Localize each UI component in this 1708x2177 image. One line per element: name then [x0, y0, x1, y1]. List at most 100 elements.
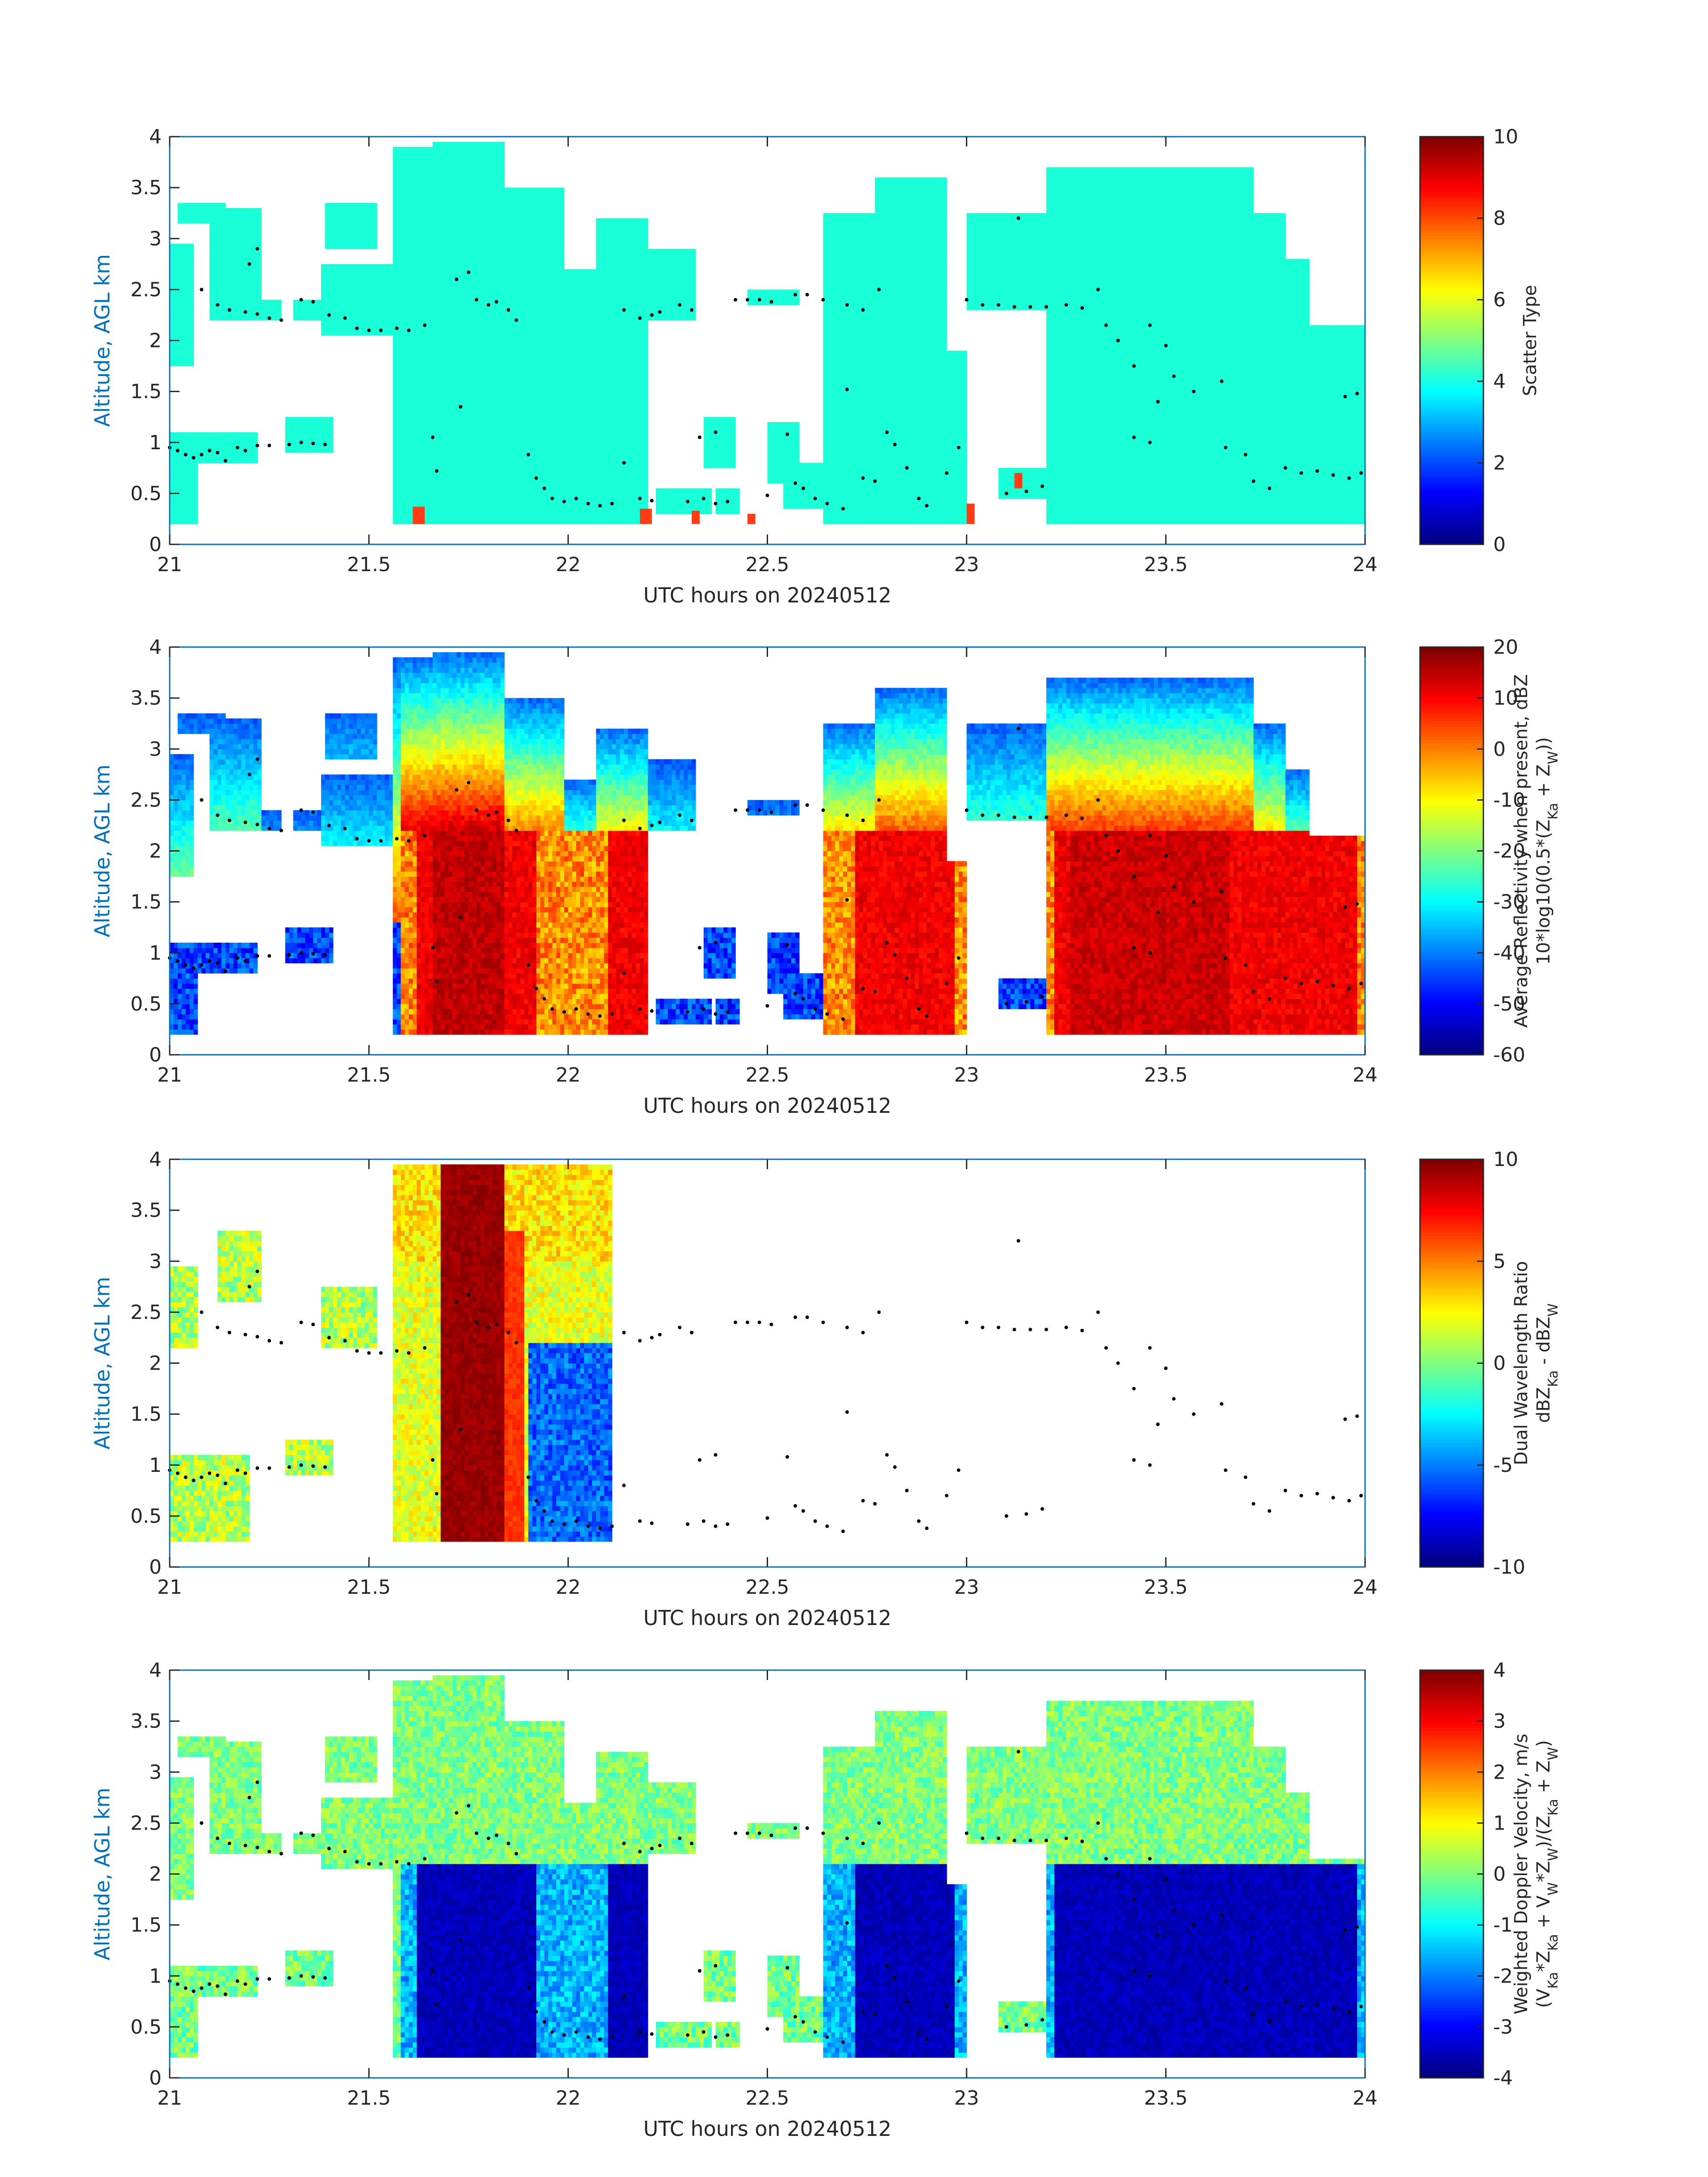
heatmap-cell: [576, 330, 580, 336]
heatmap-cell: [213, 234, 218, 239]
heatmap-cell: [209, 238, 214, 244]
heatmap-cell: [552, 203, 557, 208]
heatmap-cell: [397, 315, 401, 320]
heatmap-cell: [393, 371, 397, 376]
heatmap-cell: [548, 234, 553, 239]
heatmap-cell: [512, 371, 517, 376]
heatmap-cell: [588, 458, 593, 463]
heatmap-cell: [433, 198, 437, 203]
heatmap-cell: [433, 223, 437, 229]
heatmap-cell: [580, 458, 585, 463]
heatmap-cell: [345, 208, 350, 213]
heatmap-cell: [472, 289, 477, 295]
heatmap-cell: [453, 234, 457, 239]
heatmap-cell: [325, 274, 330, 280]
heatmap-cell: [508, 228, 513, 234]
heatmap-cell: [592, 483, 597, 489]
heatmap-cell: [464, 346, 469, 351]
heatmap-cell: [393, 351, 397, 356]
heatmap-cell: [234, 244, 238, 249]
heatmap-cell: [213, 274, 218, 280]
heatmap-cell: [480, 172, 485, 178]
heatmap-cell: [484, 478, 489, 484]
heatmap-cell: [453, 498, 457, 504]
heatmap-cell: [489, 341, 493, 346]
heatmap-cell: [505, 188, 509, 193]
heatmap-cell: [249, 305, 254, 310]
heatmap-cell: [449, 392, 453, 397]
heatmap-cell: [449, 330, 453, 336]
heatmap-cell: [501, 218, 505, 224]
heatmap-cell: [476, 335, 481, 341]
heatmap-cell: [417, 341, 421, 346]
heatmap-cell: [238, 295, 242, 300]
heatmap-cell: [405, 397, 409, 402]
heatmap-cell: [552, 514, 557, 519]
heatmap-cell: [242, 300, 246, 305]
heatmap-cell: [556, 519, 561, 524]
heatmap-cell: [445, 443, 449, 448]
heatmap-cell: [564, 335, 568, 341]
heatmap-cell: [484, 514, 489, 519]
heatmap-cell: [505, 295, 509, 300]
heatmap-cell: [397, 330, 401, 336]
heatmap-cell: [425, 427, 429, 433]
heatmap-cell: [369, 280, 373, 285]
heatmap-cell: [242, 244, 246, 249]
heatmap-cell: [556, 284, 561, 290]
heatmap-cell: [357, 315, 361, 320]
heatmap-cell: [501, 371, 505, 376]
heatmap-cell: [381, 284, 385, 290]
heatmap-cell: [425, 463, 429, 468]
heatmap-cell: [190, 478, 194, 484]
heatmap-cell: [489, 498, 493, 504]
heatmap-cell: [445, 147, 449, 152]
heatmap-cell: [182, 320, 186, 326]
heatmap-cell: [425, 203, 429, 208]
heatmap-cell: [182, 498, 186, 504]
heatmap-cell: [417, 417, 421, 422]
heatmap-cell: [524, 315, 529, 320]
heatmap-cell: [464, 437, 469, 443]
heatmap-cell: [437, 493, 441, 499]
heatmap-cell: [548, 366, 553, 372]
heatmap-cell: [508, 498, 513, 504]
heatmap-cell: [489, 453, 493, 458]
heatmap-cell: [524, 376, 529, 381]
heatmap-cell: [405, 310, 409, 315]
heatmap-cell: [497, 223, 501, 229]
heatmap-cell: [484, 432, 489, 438]
heatmap-cell: [417, 473, 421, 478]
heatmap-cell: [520, 498, 525, 504]
heatmap-cell: [536, 366, 541, 372]
heatmap-cell: [249, 432, 254, 438]
heatmap-cell: [186, 509, 190, 514]
heatmap-cell: [441, 289, 445, 295]
heatmap-cell: [425, 305, 429, 310]
heatmap-cell: [493, 483, 497, 489]
heatmap-cell: [178, 280, 182, 285]
heatmap-cell: [493, 188, 497, 193]
heatmap-cell: [409, 188, 413, 193]
heatmap-cell: [409, 366, 413, 372]
heatmap-cell: [313, 310, 317, 315]
heatmap-cell: [564, 346, 568, 351]
heatmap-cell: [413, 341, 417, 346]
heatmap-cell: [345, 305, 350, 310]
heatmap-cell: [524, 188, 529, 193]
heatmap-cell: [588, 519, 593, 524]
heatmap-cell: [421, 335, 425, 341]
heatmap-cell: [456, 320, 461, 326]
heatmap-cell: [476, 504, 481, 509]
heatmap-cell: [321, 310, 326, 315]
heatmap-cell: [190, 330, 194, 336]
heatmap-cell: [560, 213, 564, 218]
heatmap-cell: [393, 320, 397, 326]
heatmap-cell: [217, 289, 222, 295]
heatmap-cell: [516, 407, 521, 412]
heatmap-cell: [588, 371, 593, 376]
heatmap-cell: [242, 223, 246, 229]
heatmap-cell: [505, 493, 509, 499]
heatmap-cell: [520, 432, 525, 438]
heatmap-cell: [417, 300, 421, 305]
